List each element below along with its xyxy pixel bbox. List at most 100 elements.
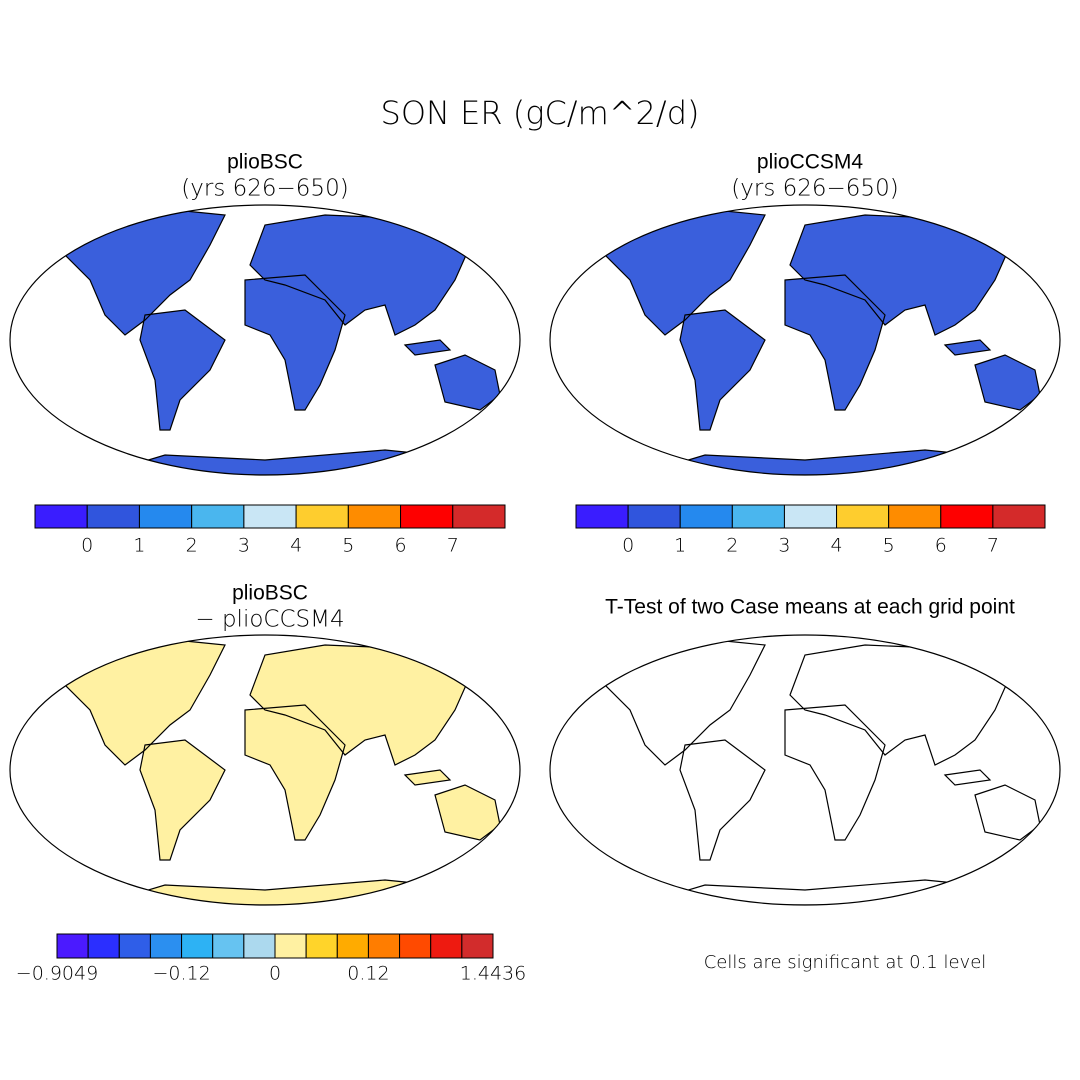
cell: [199, 700, 206, 707]
cell: [60, 833, 62, 840]
cell: [61, 757, 68, 764]
cell: [464, 691, 471, 698]
cell: [753, 818, 760, 824]
cell: [431, 748, 438, 755]
cell: [421, 650, 428, 657]
cell: [233, 727, 240, 734]
cell: [674, 758, 682, 766]
cell: [459, 676, 466, 683]
cell: [722, 730, 728, 736]
cell: [773, 740, 780, 747]
colorbar-label: 7: [447, 535, 459, 557]
cell: [600, 814, 608, 824]
cell: [1019, 665, 1026, 671]
cell: [1010, 762, 1018, 770]
cell: [940, 640, 950, 645]
map: [59, 209, 501, 475]
cell: [265, 809, 272, 816]
cell: [60, 769, 62, 776]
cell: [603, 765, 610, 772]
cell: [218, 786, 225, 793]
cell: [126, 795, 133, 802]
cell: [485, 691, 492, 698]
cell: [920, 817, 928, 825]
cell: [98, 837, 105, 844]
cell: [892, 804, 901, 812]
cell: [932, 794, 938, 800]
cell: [753, 712, 761, 720]
cell: [334, 794, 341, 801]
cell: [873, 783, 881, 792]
cell: [423, 810, 430, 817]
cell: [683, 834, 689, 841]
cell: [1029, 695, 1038, 704]
cell: [608, 724, 614, 731]
cell: [986, 642, 991, 647]
cell: [618, 712, 625, 719]
cell: [495, 789, 500, 796]
cell: [731, 728, 736, 733]
map-frame: [549, 204, 1061, 476]
cell: [941, 809, 947, 815]
cell: [249, 649, 256, 656]
cell: [366, 783, 373, 790]
cell: [1027, 733, 1037, 743]
cell: [1013, 745, 1022, 753]
cell: [908, 757, 916, 765]
cell: [445, 783, 452, 790]
cell: [992, 744, 1001, 754]
cell: [131, 840, 138, 847]
colorbar-box: [430, 933, 463, 959]
cell: [377, 845, 384, 852]
cell: [771, 699, 776, 704]
land: [60, 210, 500, 475]
cell: [899, 809, 908, 817]
cell: [414, 799, 421, 806]
cell: [430, 654, 437, 661]
cell: [979, 836, 985, 842]
cell: [477, 723, 484, 730]
cell: [382, 808, 389, 815]
colorbar-box: [836, 504, 890, 529]
cell: [238, 806, 245, 813]
cell: [1039, 660, 1040, 665]
cell: [418, 811, 425, 818]
cell: [335, 794, 342, 801]
cell: [864, 810, 874, 820]
cell: [469, 640, 476, 647]
cell: [762, 649, 768, 655]
cell: [886, 768, 893, 775]
cell: [231, 681, 238, 688]
cell: [610, 696, 615, 702]
cell: [239, 846, 246, 853]
cell: [641, 656, 647, 662]
cell: [494, 704, 500, 711]
cell: [240, 656, 247, 663]
cell: [1000, 843, 1008, 851]
cell: [308, 834, 315, 841]
cell: [844, 640, 852, 645]
colorbar: −0.9049 −0.12 0 0.12 1.4436: [16, 933, 526, 985]
panel-subtitle: (yrs 626−650): [181, 176, 348, 202]
cell: [782, 760, 792, 770]
cell: [78, 801, 85, 808]
cell: [260, 834, 267, 841]
cell: [483, 648, 490, 655]
cell: [776, 652, 783, 660]
cell: [613, 709, 623, 718]
cell: [620, 649, 629, 658]
colorbar-box: [400, 504, 454, 529]
cell: [962, 840, 969, 846]
cell: [72, 730, 79, 737]
cell: [440, 653, 447, 660]
cell: [411, 785, 418, 792]
cell: [780, 778, 790, 787]
colorbar-label: 1: [674, 535, 686, 557]
cell: [418, 847, 425, 854]
cell: [1014, 698, 1019, 704]
cell: [354, 792, 361, 799]
cell: [90, 849, 97, 856]
cell: [329, 816, 336, 823]
cell: [137, 815, 144, 822]
cell: [600, 797, 605, 803]
